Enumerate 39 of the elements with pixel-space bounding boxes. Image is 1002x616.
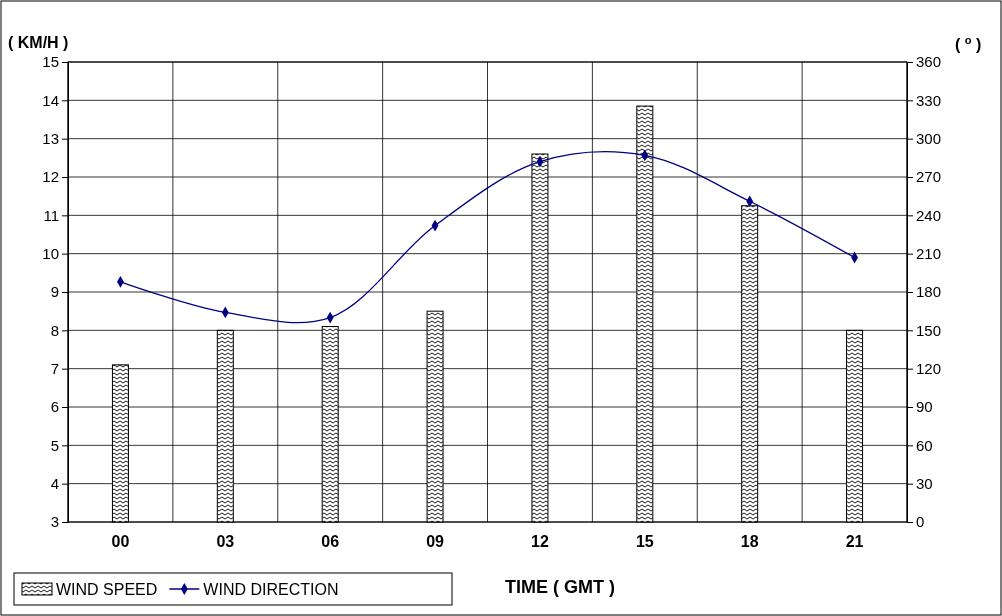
- x-tick-label: 21: [845, 533, 864, 551]
- y-tick-label: 8: [50, 321, 59, 339]
- y-tick-label: 7: [50, 359, 59, 377]
- y-tick-label: 5: [50, 436, 59, 454]
- y2-tick-label: 180: [916, 283, 942, 301]
- y-tick-label: 3: [50, 513, 59, 531]
- x-tick-label: 18: [740, 533, 759, 551]
- y-tick-label: 9: [50, 283, 59, 301]
- x-axis-title: TIME ( GMT ): [505, 577, 615, 597]
- x-tick-label: 15: [635, 533, 654, 551]
- y2-tick-label: 0: [916, 513, 925, 531]
- x-tick-label: 00: [111, 533, 130, 551]
- legend-label: WIND SPEED: [56, 581, 158, 598]
- y2-tick-label: 60: [916, 436, 933, 454]
- y2-tick-label: 330: [916, 91, 942, 109]
- y2-tick-label: 210: [916, 244, 942, 262]
- legend-label: WIND DIRECTION: [203, 581, 339, 598]
- y2-tick-label: 30: [916, 474, 933, 492]
- x-tick-label: 09: [426, 533, 445, 551]
- x-tick-label: 03: [216, 533, 235, 551]
- y-tick-label: 11: [43, 206, 59, 224]
- y-tick-label: 14: [42, 91, 59, 109]
- x-tick-label: 06: [321, 533, 340, 551]
- y2-tick-label: 300: [916, 129, 942, 147]
- y-tick-label: 12: [42, 168, 59, 186]
- y2-tick-label: 90: [916, 398, 933, 416]
- y-tick-label: 15: [42, 53, 59, 71]
- y-tick-label: 10: [42, 244, 59, 262]
- y2-tick-label: 360: [916, 53, 942, 71]
- y2-tick-label: 240: [916, 206, 942, 224]
- y-axis-title: ( KM/H ): [8, 34, 69, 51]
- y2-tick-label: 150: [916, 321, 942, 339]
- y-tick-label: 13: [42, 129, 59, 147]
- y2-tick-label: 270: [916, 168, 942, 186]
- y-tick-label: 4: [50, 474, 59, 492]
- x-tick-label: 12: [531, 533, 549, 551]
- y2-axis-title: ( $^{o}$ ): [955, 34, 982, 53]
- y-tick-label: 6: [50, 398, 59, 416]
- y2-tick-label: 120: [916, 359, 942, 377]
